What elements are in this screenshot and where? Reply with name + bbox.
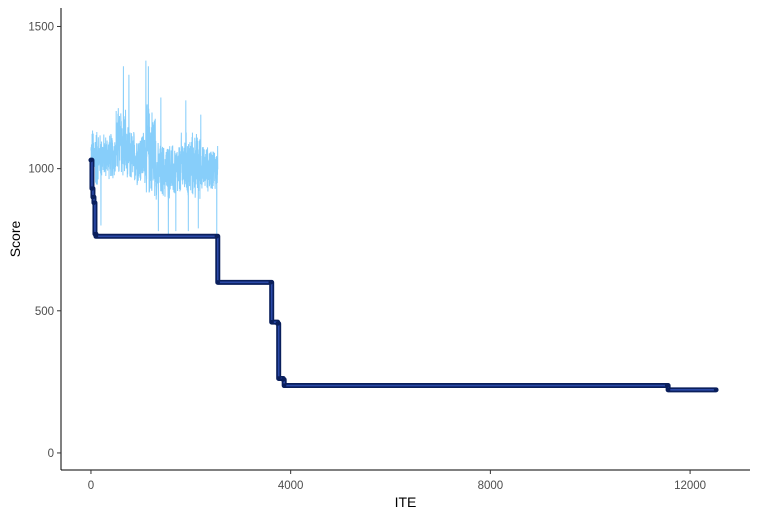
best-score-point (93, 234, 99, 239)
x-tick-label: 4000 (278, 480, 304, 492)
x-tick-label: 0 (88, 480, 94, 492)
best-score-point (90, 194, 96, 200)
y-tick-label: 1500 (28, 21, 54, 33)
y-tick-label: 500 (35, 306, 54, 318)
y-axis-title: Score (7, 221, 23, 258)
x-axis-title: ITE (395, 494, 417, 510)
x-tick-label: 12000 (674, 480, 706, 492)
best-score-point (275, 321, 280, 326)
best-score-point (664, 383, 670, 388)
best-score-point (214, 234, 219, 239)
axis-labels: 0 500 1000 1500 0 4000 8000 12000 ITE Score (7, 21, 706, 510)
best-score-point (280, 377, 286, 382)
best-score-point (91, 200, 97, 205)
best-score-point (89, 186, 95, 191)
noise-line (90, 60, 219, 235)
best-score-line (90, 159, 717, 391)
best-score-points (88, 157, 719, 393)
best-score-point (665, 387, 671, 393)
best-score-point (269, 319, 274, 325)
axes (57, 8, 750, 474)
best-score-point (276, 376, 281, 381)
best-score-point (713, 387, 719, 393)
best-score-point (215, 280, 220, 285)
x-tick-label: 8000 (478, 480, 504, 492)
best-score-point (88, 157, 94, 163)
series-best-score (88, 157, 719, 393)
y-tick-label: 0 (48, 448, 54, 460)
best-score-point (281, 383, 287, 388)
y-tick-label: 1000 (28, 164, 54, 176)
best-score-point (268, 280, 273, 285)
series-score-noise (90, 60, 219, 235)
